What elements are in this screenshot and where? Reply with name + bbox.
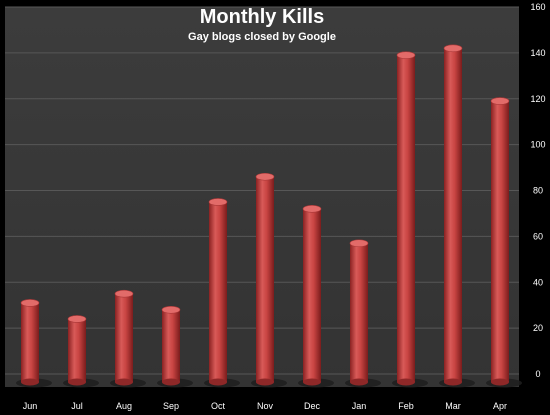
x-tick-label: Sep [163, 401, 179, 411]
bar [63, 315, 99, 388]
bar-top [490, 97, 510, 105]
x-tick-label: Nov [257, 401, 274, 411]
bar-body [491, 101, 509, 382]
x-tick-label: Apr [493, 401, 507, 411]
bar-top [255, 172, 275, 181]
bar [298, 205, 334, 388]
y-tick-label: 140 [530, 48, 545, 58]
bar-base [350, 378, 368, 386]
bar-top [349, 239, 369, 248]
x-tick-label: Dec [304, 401, 321, 411]
x-tick-label: Mar [445, 401, 461, 411]
y-tick-label: 60 [533, 231, 543, 241]
bar [204, 198, 240, 388]
x-tick-label: Jun [23, 401, 38, 411]
bar-base [256, 378, 274, 386]
bar [345, 239, 381, 388]
x-tick-label: Oct [211, 401, 226, 411]
y-tick-label: 80 [533, 186, 543, 196]
bar-base [491, 378, 509, 386]
y-axis: 0 20 40 60 80 100 120 140 160 [530, 2, 545, 379]
bar-body [209, 201, 227, 382]
bar-body [303, 208, 321, 382]
bar-body [68, 318, 86, 382]
bar-body [162, 309, 180, 382]
bar-top [443, 44, 463, 53]
bar-base [21, 378, 39, 386]
bar-top [396, 51, 416, 59]
bar-top [161, 305, 181, 314]
y-tick-label: 120 [530, 94, 545, 104]
bar [157, 305, 193, 388]
bar-base [68, 378, 86, 386]
bar [16, 299, 52, 388]
y-tick-label: 20 [533, 323, 543, 333]
chart-title: Monthly Kills [200, 6, 324, 28]
x-tick-label: Jan [352, 401, 367, 411]
bar-body [444, 48, 462, 382]
y-tick-label: 160 [530, 2, 545, 12]
bar-base [115, 378, 133, 386]
bar [439, 44, 475, 388]
bar-body [256, 176, 274, 382]
bar-top [67, 315, 87, 323]
bar-body [115, 293, 133, 382]
bar-top [20, 299, 40, 307]
chart-subtitle: Gay blogs closed by Google [188, 31, 336, 43]
y-tick-label: 100 [530, 140, 545, 150]
bar-base [303, 378, 321, 386]
bars [16, 44, 522, 388]
y-tick-label: 40 [533, 277, 543, 287]
bar-top [114, 289, 134, 298]
bar-body [350, 243, 368, 382]
x-tick-label: Jul [71, 401, 83, 411]
bar [486, 97, 522, 388]
x-tick-label: Feb [398, 401, 414, 411]
bar-base [444, 378, 462, 386]
bar-body [21, 302, 39, 382]
x-axis: Jun Jul Aug Sep Oct Nov Dec Jan Feb Mar Apr [23, 401, 507, 411]
bar [110, 289, 146, 388]
bar-top [302, 205, 322, 213]
bar-base [209, 378, 227, 386]
bar [251, 172, 287, 388]
bar-base [162, 378, 180, 386]
bar-top [208, 198, 228, 206]
bar-body [397, 55, 415, 382]
y-tick-label: 0 [535, 369, 540, 379]
bar-base [397, 378, 415, 386]
bar [392, 51, 428, 388]
x-tick-label: Aug [116, 401, 132, 411]
